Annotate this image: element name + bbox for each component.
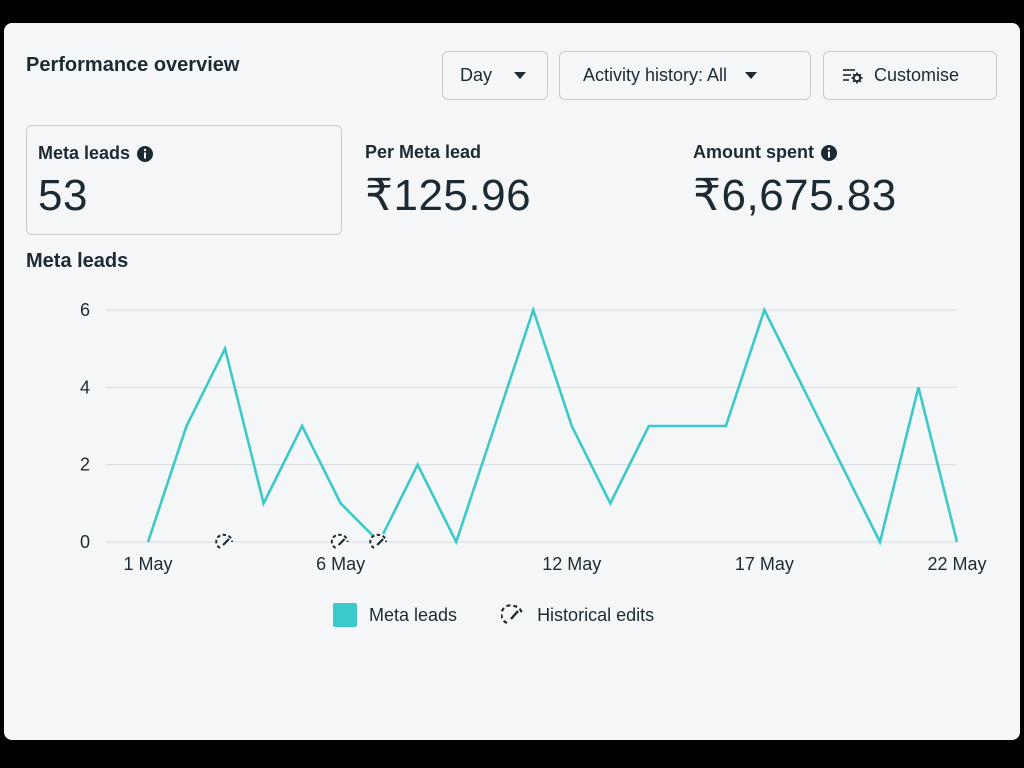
activity-history-dropdown[interactable]: Activity history: All [559, 51, 811, 100]
x-tick-label: 1 May [123, 554, 172, 574]
series-line-meta-leads [146, 305, 959, 546]
meta-leads-line-chart: 0 2 4 6 1 May 6 May 12 May 17 May 22 May [80, 300, 987, 574]
x-tick-label: 22 May [927, 554, 986, 574]
legend-swatch [333, 603, 357, 627]
day-dropdown-label: Day [460, 65, 493, 85]
caret-down-icon [745, 72, 758, 79]
x-tick-label: 17 May [735, 554, 794, 574]
metric-meta-leads[interactable]: Meta leads 53 [26, 125, 342, 235]
x-tick-label: 6 May [316, 554, 365, 574]
metric-label: Per Meta lead [365, 142, 482, 162]
historical-edit-icon[interactable] [215, 533, 235, 551]
metric-amount-spent[interactable]: Amount spent ₹6,675.83 [682, 125, 998, 235]
info-icon[interactable] [136, 145, 154, 163]
metric-label: Meta leads [38, 143, 131, 163]
metric-value: ₹125.96 [365, 171, 532, 220]
chart-legend: Meta leads Historical edits [333, 603, 654, 627]
metric-label-wrap: Per Meta lead [365, 142, 481, 163]
customise-label: Customise [874, 65, 960, 85]
y-tick-label: 0 [80, 532, 90, 552]
metric-label-wrap: Meta leads [38, 143, 154, 164]
metric-label: Amount spent [693, 142, 814, 162]
customise-icon [842, 67, 864, 85]
metric-value: ₹6,675.83 [693, 171, 897, 220]
activity-history-label: Activity history: All [583, 65, 728, 85]
day-dropdown[interactable]: Day [442, 51, 548, 100]
y-tick-label: 2 [80, 455, 90, 475]
y-tick-label: 6 [80, 300, 90, 320]
customise-button[interactable]: Customise [823, 51, 997, 100]
x-tick-label: 12 May [542, 554, 601, 574]
historical-edit-icon[interactable] [369, 533, 389, 551]
legend-series-label: Meta leads [369, 604, 458, 625]
caret-down-icon [514, 72, 527, 79]
metric-per-meta-lead[interactable]: Per Meta lead ₹125.96 [354, 125, 670, 235]
legend-edits-label: Historical edits [537, 604, 655, 625]
historical-edit-icon[interactable] [330, 533, 350, 551]
legend-historical-edits: Historical edits [501, 603, 654, 627]
metric-value: 53 [38, 171, 88, 220]
metric-label-wrap: Amount spent [693, 142, 838, 163]
chart-title: Meta leads [26, 250, 129, 272]
y-tick-label: 4 [80, 377, 90, 397]
page-title: Performance overview [26, 54, 240, 76]
historical-edit-icon [501, 604, 524, 625]
info-icon[interactable] [820, 144, 838, 162]
